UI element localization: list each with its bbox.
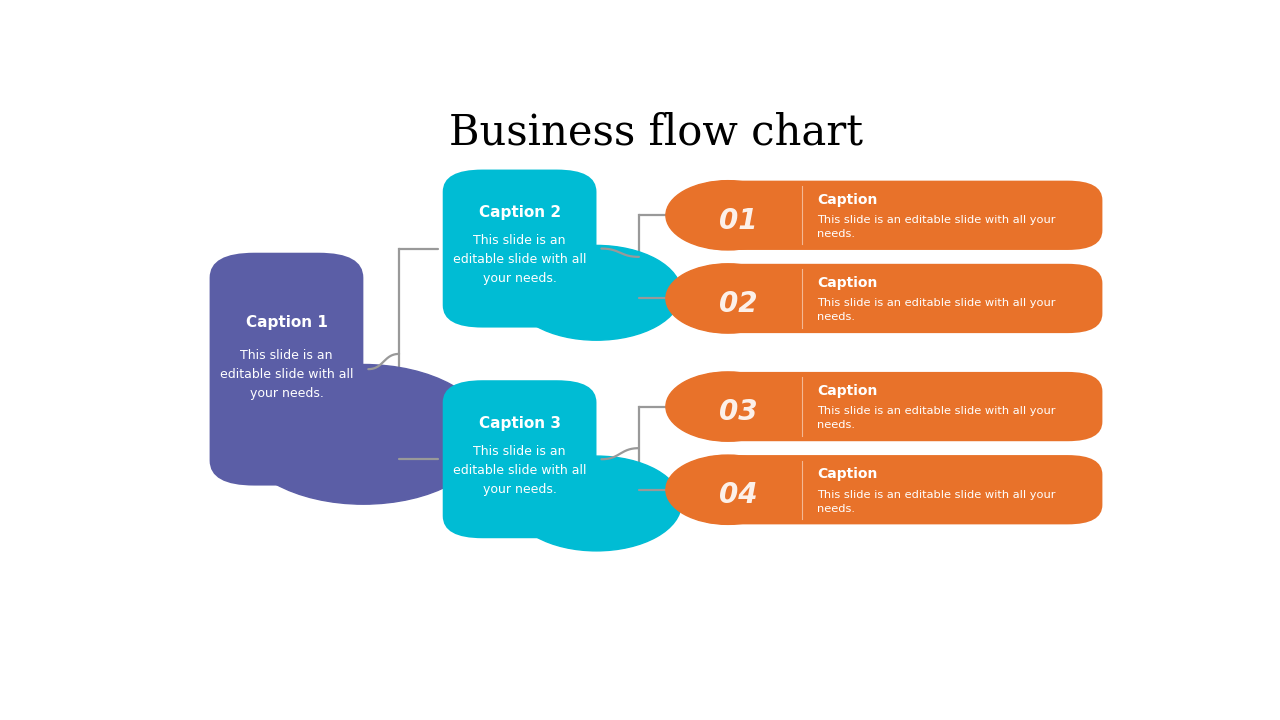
Circle shape [666, 372, 790, 441]
FancyBboxPatch shape [691, 372, 1102, 441]
Text: 02: 02 [718, 290, 756, 318]
FancyBboxPatch shape [691, 264, 1102, 333]
Text: This slide is an
editable slide with all
your needs.: This slide is an editable slide with all… [220, 349, 353, 400]
Text: This slide is an
editable slide with all
your needs.: This slide is an editable slide with all… [453, 445, 586, 496]
Text: 01: 01 [718, 207, 756, 235]
FancyBboxPatch shape [443, 380, 596, 539]
FancyBboxPatch shape [210, 253, 364, 485]
Text: Caption 3: Caption 3 [479, 415, 561, 431]
Circle shape [512, 246, 681, 341]
Text: Business flow chart: Business flow chart [449, 112, 863, 153]
Text: 03: 03 [718, 398, 756, 426]
Text: Caption 1: Caption 1 [246, 315, 328, 330]
Text: This slide is an editable slide with all your
needs.: This slide is an editable slide with all… [817, 298, 1056, 323]
FancyBboxPatch shape [691, 181, 1102, 250]
Text: Caption 2: Caption 2 [479, 205, 561, 220]
FancyBboxPatch shape [691, 455, 1102, 524]
Text: This slide is an editable slide with all your
needs.: This slide is an editable slide with all… [817, 406, 1056, 431]
Text: This slide is an editable slide with all your
needs.: This slide is an editable slide with all… [817, 215, 1056, 239]
Circle shape [512, 456, 681, 551]
Text: This slide is an editable slide with all your
needs.: This slide is an editable slide with all… [817, 490, 1056, 513]
Text: Caption: Caption [817, 384, 878, 398]
Text: Caption: Caption [817, 276, 878, 290]
Circle shape [666, 264, 790, 333]
Circle shape [666, 181, 790, 250]
Circle shape [238, 364, 489, 504]
Circle shape [666, 455, 790, 524]
Text: Caption: Caption [817, 193, 878, 207]
Text: Caption: Caption [817, 467, 878, 482]
FancyBboxPatch shape [443, 169, 596, 328]
Text: 04: 04 [718, 481, 756, 509]
Text: This slide is an
editable slide with all
your needs.: This slide is an editable slide with all… [453, 234, 586, 285]
